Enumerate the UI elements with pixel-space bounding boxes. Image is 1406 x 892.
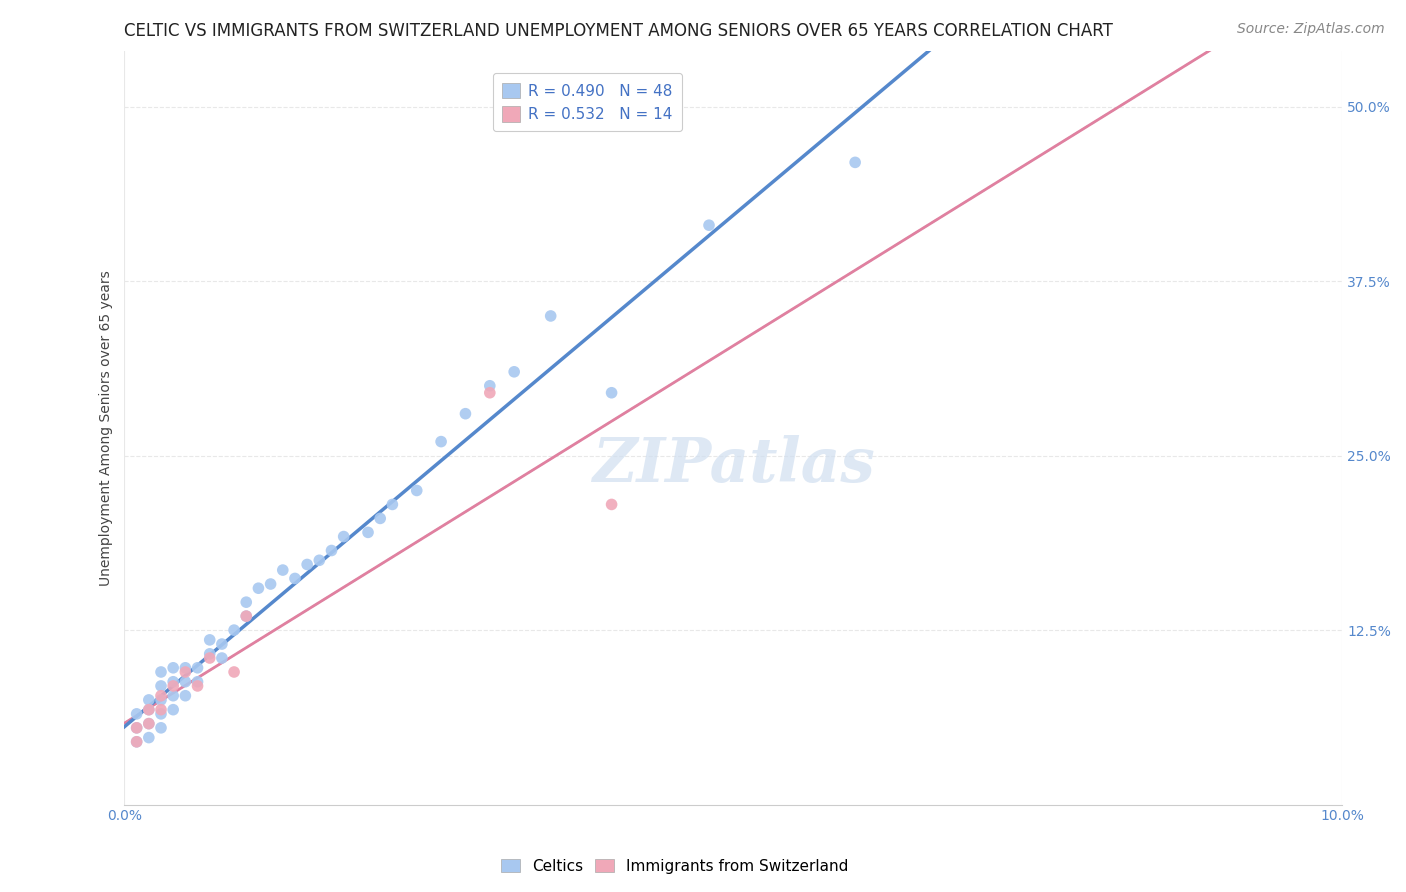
- Point: [150, 689, 173, 703]
- Point: [125, 721, 148, 735]
- Point: [357, 525, 380, 540]
- Point: [211, 637, 233, 651]
- Point: [284, 571, 307, 585]
- Point: [222, 623, 245, 637]
- Point: [600, 385, 623, 400]
- Point: [247, 581, 270, 595]
- Point: [162, 689, 184, 703]
- Point: [332, 530, 354, 544]
- Point: [150, 703, 173, 717]
- Point: [162, 679, 184, 693]
- Point: [138, 731, 160, 745]
- Point: [478, 385, 501, 400]
- Point: [271, 563, 294, 577]
- Point: [150, 679, 173, 693]
- Text: ZIPatlas: ZIPatlas: [592, 435, 875, 495]
- Point: [405, 483, 427, 498]
- Point: [259, 577, 281, 591]
- Point: [125, 735, 148, 749]
- Point: [478, 378, 501, 392]
- Point: [540, 309, 562, 323]
- Point: [150, 665, 173, 679]
- Point: [138, 693, 160, 707]
- Point: [430, 434, 453, 449]
- Point: [138, 716, 160, 731]
- Text: CELTIC VS IMMIGRANTS FROM SWITZERLAND UNEMPLOYMENT AMONG SENIORS OVER 65 YEARS C: CELTIC VS IMMIGRANTS FROM SWITZERLAND UN…: [124, 22, 1114, 40]
- Point: [454, 407, 477, 421]
- Point: [125, 706, 148, 721]
- Point: [235, 595, 257, 609]
- Point: [125, 721, 148, 735]
- Point: [198, 651, 221, 665]
- Point: [186, 661, 208, 675]
- Point: [844, 155, 866, 169]
- Legend: Celtics, Immigrants from Switzerland: Celtics, Immigrants from Switzerland: [495, 853, 855, 880]
- Point: [198, 647, 221, 661]
- Point: [162, 661, 184, 675]
- Point: [150, 693, 173, 707]
- Point: [150, 706, 173, 721]
- Point: [308, 553, 330, 567]
- Point: [186, 674, 208, 689]
- Point: [150, 721, 173, 735]
- Point: [697, 218, 720, 232]
- Point: [174, 661, 197, 675]
- Point: [198, 632, 221, 647]
- Point: [162, 703, 184, 717]
- Point: [138, 716, 160, 731]
- Point: [138, 703, 160, 717]
- Point: [235, 609, 257, 624]
- Point: [600, 498, 623, 512]
- Point: [503, 365, 526, 379]
- Point: [321, 543, 343, 558]
- Point: [138, 703, 160, 717]
- Y-axis label: Unemployment Among Seniors over 65 years: Unemployment Among Seniors over 65 years: [100, 269, 114, 585]
- Point: [235, 609, 257, 624]
- Point: [222, 665, 245, 679]
- Point: [368, 511, 391, 525]
- Point: [211, 651, 233, 665]
- Point: [174, 665, 197, 679]
- Point: [295, 558, 318, 572]
- Point: [162, 674, 184, 689]
- Point: [174, 689, 197, 703]
- Point: [174, 674, 197, 689]
- Point: [186, 679, 208, 693]
- Point: [381, 498, 404, 512]
- Legend: R = 0.490   N = 48, R = 0.532   N = 14: R = 0.490 N = 48, R = 0.532 N = 14: [494, 73, 682, 131]
- Point: [125, 735, 148, 749]
- Text: Source: ZipAtlas.com: Source: ZipAtlas.com: [1237, 22, 1385, 37]
